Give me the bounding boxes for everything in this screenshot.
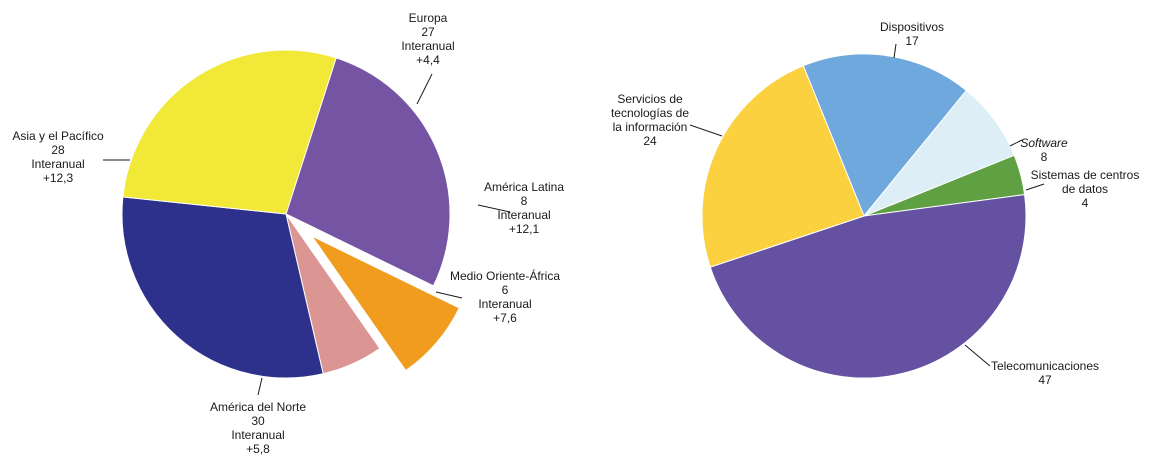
slice-label-telecomunicaciones-line: 47 xyxy=(1038,373,1052,387)
leader-line-dispositivos xyxy=(893,43,897,59)
slice-label-america-del-norte-line: 30 xyxy=(251,414,265,428)
slice-label-sistemas-de-centros-de-datos-line: Sistemas de centros xyxy=(1031,168,1140,182)
slice-label-telecomunicaciones: Telecomunicaciones 47 xyxy=(991,359,1099,387)
slice-label-asia-y-el-pacifico-line: +12,3 xyxy=(43,171,74,185)
slice-label-asia-y-el-pacifico-line: Asia y el Pacífico xyxy=(12,129,104,143)
slice-label-america-latina-line: América Latina xyxy=(484,180,564,194)
slice-label-medio-oriente-africa-line: +7,6 xyxy=(493,311,517,325)
slice-label-europa-line: +4,4 xyxy=(416,53,440,67)
leader-line-software xyxy=(1009,139,1023,147)
leader-line-medio-oriente-africa xyxy=(435,291,463,299)
slice-label-servicios-de-tecnologias-de-la-informacion-line: 24 xyxy=(643,134,657,148)
leader-line-europa xyxy=(416,73,433,105)
slice-label-america-latina-line: +12,1 xyxy=(509,222,540,236)
slice-label-dispositivos-line: 17 xyxy=(905,34,919,48)
slice-label-europa-line: Interanual xyxy=(401,39,454,53)
slice-label-asia-y-el-pacifico-line: Interanual xyxy=(31,157,84,171)
slice-label-software-line: Software xyxy=(1020,136,1068,150)
slice-label-servicios-de-tecnologias-de-la-informacion-line: Servicios de xyxy=(617,92,683,106)
slice-label-software: Software 8 xyxy=(1020,136,1068,164)
slice-label-medio-oriente-africa-line: Interanual xyxy=(478,297,531,311)
slice-label-telecomunicaciones-line: Telecomunicaciones xyxy=(991,359,1099,373)
segment-pie-chart: Dispositivos 17 Software 8 Sistemas de centr… xyxy=(611,20,1139,387)
leader-line-america-del-norte xyxy=(257,377,263,396)
pie-slice-telecomunicaciones xyxy=(709,194,1027,379)
pie-slice-dispositivos xyxy=(802,53,968,217)
pie-slice-asia-y-el-pacifico xyxy=(122,49,337,215)
slice-label-servicios-de-tecnologias-de-la-informacion-line: la información xyxy=(613,120,688,134)
slice-label-sistemas-de-centros-de-datos: Sistemas de centros de datos 4 xyxy=(1031,168,1140,210)
leader-line-telecomunicaciones xyxy=(964,344,991,367)
slice-label-medio-oriente-africa-line: 6 xyxy=(502,283,509,297)
slice-label-america-latina: América Latina 8 Interanual +12,1 xyxy=(484,180,564,236)
slice-label-dispositivos: Dispositivos 17 xyxy=(880,20,944,48)
slice-label-america-latina-line: 8 xyxy=(521,194,528,208)
slice-label-sistemas-de-centros-de-datos-line: de datos xyxy=(1062,182,1108,196)
slice-label-medio-oriente-africa-line: Medio Oriente-África xyxy=(450,268,560,283)
slice-label-asia-y-el-pacifico: Asia y el Pacífico 28 Interanual +12,3 xyxy=(12,129,104,185)
slice-label-america-del-norte: América del Norte 30 Interanual +5,8 xyxy=(210,400,306,456)
slice-label-software-line: 8 xyxy=(1041,150,1048,164)
slice-label-sistemas-de-centros-de-datos-line: 4 xyxy=(1082,196,1089,210)
slice-label-europa: Europa 27 Interanual +4,4 xyxy=(401,11,454,67)
pie-slice-america-del-norte xyxy=(121,196,324,379)
slice-label-servicios-de-tecnologias-de-la-informacion-line: tecnologías de xyxy=(611,106,689,120)
slice-label-america-del-norte-line: Interanual xyxy=(231,428,284,442)
slice-label-asia-y-el-pacifico-line: 28 xyxy=(51,143,65,157)
slice-label-medio-oriente-africa: Medio Oriente-África 6 Interanual +7,6 xyxy=(450,268,560,325)
slice-label-dispositivos-line: Dispositivos xyxy=(880,20,944,34)
pie-slice-america-latina xyxy=(310,234,460,372)
slice-label-servicios-de-tecnologias-de-la-informacion: Servicios de tecnologías de la información… xyxy=(611,92,689,148)
slice-label-america-del-norte-line: +5,8 xyxy=(246,442,270,456)
pie-slice-europa xyxy=(285,57,451,287)
leader-line-servicios-de-tecnologias-de-la-informacion xyxy=(689,124,723,137)
pie-slice-servicios-de-tecnologias-de-la-informacion xyxy=(701,65,865,268)
slice-label-america-latina-line: Interanual xyxy=(497,208,550,222)
leader-line-america-latina xyxy=(477,204,511,213)
slice-label-europa-line: 27 xyxy=(421,25,435,39)
leader-line-sistemas-de-centros-de-datos xyxy=(1025,183,1045,191)
slice-label-europa-line: Europa xyxy=(409,11,448,25)
slice-label-america-del-norte-line: América del Norte xyxy=(210,400,306,414)
